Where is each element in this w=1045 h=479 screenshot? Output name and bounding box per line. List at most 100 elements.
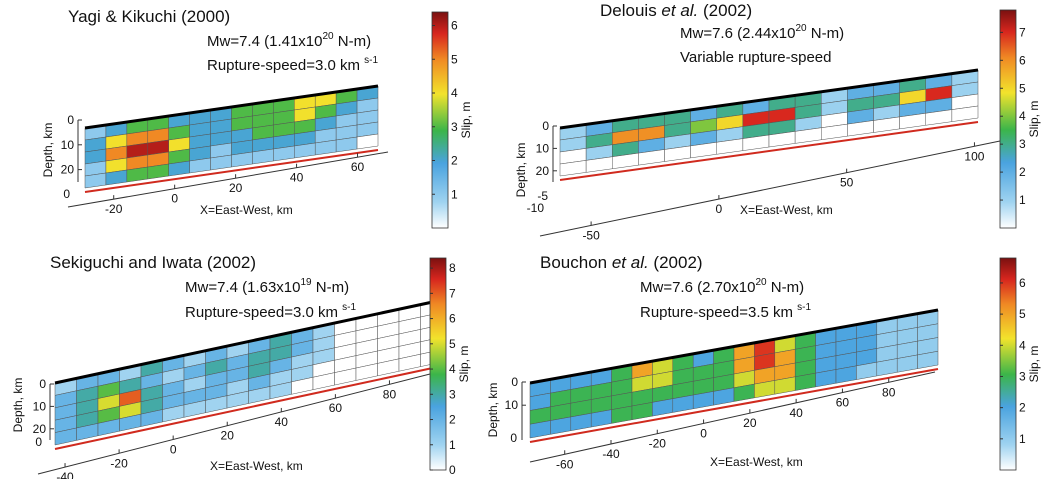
- text-segment: Rupture-speed=3.0 km: [207, 57, 364, 74]
- colorbar-tick-label: 3: [449, 387, 456, 401]
- x-axis-label: X=East-West, km: [710, 455, 803, 469]
- superscript: 19: [300, 277, 312, 288]
- colorbar-tick-label: 5: [449, 337, 456, 351]
- colorbar-tick-label: 0: [449, 463, 456, 477]
- fault-base: [559, 121, 979, 181]
- colorbar-tick-label: 6: [1019, 53, 1026, 67]
- depth-tick-label: 20: [61, 163, 75, 177]
- depth-axis-label: Depth, km: [11, 378, 25, 433]
- colorbar-tick-label: 5: [1019, 307, 1026, 321]
- x-tick-label: -20: [110, 456, 128, 470]
- text-segment: Mw=7.4 (1.41x10: [207, 33, 322, 50]
- model-info: Rupture-speed=3.5 km s-1: [640, 302, 812, 321]
- x-axis-label: X=East-West, km: [740, 203, 833, 217]
- text-segment: Mw=7.6 (2.44x10: [680, 25, 795, 42]
- x-tick-label: 40: [290, 171, 304, 185]
- x-axis: [539, 140, 1001, 237]
- colorbar-tick-label: 4: [1019, 109, 1026, 123]
- x-axis: [529, 371, 936, 463]
- x-axis: [37, 373, 431, 475]
- colorbar-tick-label: 1: [1019, 193, 1026, 207]
- depth-tick-label: 20: [536, 164, 550, 178]
- colorbar: [999, 9, 1017, 229]
- x-tick-label: -50: [582, 228, 600, 242]
- x-tick-label: 40: [275, 415, 289, 429]
- colorbar: [999, 257, 1017, 471]
- x-tick-label: 50: [840, 176, 854, 190]
- colorbar: [431, 11, 449, 229]
- depth-tick-label: 10: [61, 138, 75, 152]
- text-segment: Mw=7.4 (1.63x10: [185, 279, 300, 296]
- corner-tick-label: 0: [63, 187, 70, 201]
- text-segment: (2002): [698, 1, 752, 20]
- text-segment: Rupture-speed=3.0 km: [185, 304, 342, 321]
- panel: Sekiguchi and Iwata (2002) Mw=7.4 (1.63x1…: [11, 253, 471, 479]
- colorbar-tick-label: 4: [449, 362, 456, 376]
- colorbar-tick-label: 3: [1019, 137, 1026, 151]
- x-tick-label: 60: [351, 160, 365, 174]
- panel-title: Delouis et al. (2002): [600, 1, 752, 20]
- text-segment: N-m): [334, 33, 372, 50]
- colorbar-tick-label: 2: [449, 413, 456, 427]
- fault-top: [54, 298, 443, 385]
- panel: Yagi & Kikuchi (2000)Mw=7.4 (1.41x1020 N…: [41, 7, 473, 229]
- superscript: s-1: [797, 302, 811, 313]
- depth-tick-label: 0: [511, 375, 518, 389]
- depth-tick-label: 10: [33, 399, 47, 413]
- panel: Delouis et al. (2002)Mw=7.6 (2.44x1020 N…: [514, 1, 1041, 242]
- colorbar-tick-label: 7: [1019, 25, 1026, 39]
- superscript: 20: [755, 277, 767, 288]
- depth-axis-label: Depth, km: [41, 123, 55, 178]
- colorbar-tick-label: 5: [451, 52, 458, 66]
- x-tick-label: -20: [649, 437, 667, 451]
- colorbar-tick-label: 6: [451, 19, 458, 33]
- colorbar-tick-label: 6: [449, 312, 456, 326]
- superscript: s-1: [364, 55, 378, 66]
- text-segment: N-m): [807, 25, 845, 42]
- x-tick-label: -40: [602, 447, 620, 461]
- panel-title: Bouchon et al. (2002): [540, 253, 703, 272]
- x-tick-label: -40: [56, 470, 74, 479]
- depth-tick-label: 10: [536, 141, 550, 155]
- colorbar-tick-label: 2: [1019, 165, 1026, 179]
- slip-cell: [356, 133, 379, 150]
- fault-base: [84, 149, 379, 193]
- colorbar-tick-label: 4: [451, 86, 458, 100]
- text-segment: Bouchon: [540, 253, 612, 272]
- text-segment: et al.: [661, 1, 698, 20]
- panel: Bouchon et al. (2002) Mw=7.6 (2.70x1020 N…: [486, 253, 1041, 471]
- x-tick-label: 0: [716, 202, 723, 216]
- colorbar-label: Slip, m: [1027, 346, 1041, 383]
- x-tick-label: -20: [105, 202, 123, 216]
- fault-top: [84, 84, 379, 130]
- text-segment: Delouis: [600, 1, 661, 20]
- colorbar-tick-label: 4: [1019, 338, 1026, 352]
- slip-cell: [951, 105, 979, 122]
- colorbar-tick-label: 8: [449, 261, 456, 275]
- model-info: Mw=7.6 (2.44x1020 N-m): [680, 23, 844, 42]
- x-tick-label: 40: [789, 406, 803, 420]
- model-info: Rupture-speed=3.0 km s-1: [185, 302, 357, 321]
- corner-tick-label: 0: [510, 431, 517, 445]
- colorbar-tick-label: 6: [1019, 276, 1026, 290]
- colorbar-tick-label: 1: [451, 187, 458, 201]
- x-axis-label: X=East-West, km: [200, 203, 293, 217]
- text-segment: N-m): [767, 279, 805, 296]
- colorbar-label: Slip, m: [459, 102, 473, 139]
- panel-title: Sekiguchi and Iwata (2002): [50, 253, 256, 272]
- colorbar-tick-label: 1: [1019, 432, 1026, 446]
- text-segment: (2002): [649, 253, 703, 272]
- colorbar-tick-label: 1: [449, 438, 456, 452]
- text-segment: Rupture-speed=3.5 km: [640, 304, 797, 321]
- colorbar-tick-label: 2: [451, 154, 458, 168]
- fault-top: [529, 308, 939, 385]
- colorbar-label: Slip, m: [457, 346, 471, 383]
- corner-tick-label: 0: [35, 435, 42, 449]
- colorbar-tick-label: 3: [1019, 369, 1026, 383]
- colorbar-label: Slip, m: [1027, 101, 1041, 138]
- x-axis-label: X=East-West, km: [210, 459, 303, 473]
- colorbar-tick-label: 5: [1019, 81, 1026, 95]
- text-segment: Mw=7.6 (2.70x10: [640, 279, 755, 296]
- model-info: Mw=7.4 (1.41x1020 N-m): [207, 31, 371, 50]
